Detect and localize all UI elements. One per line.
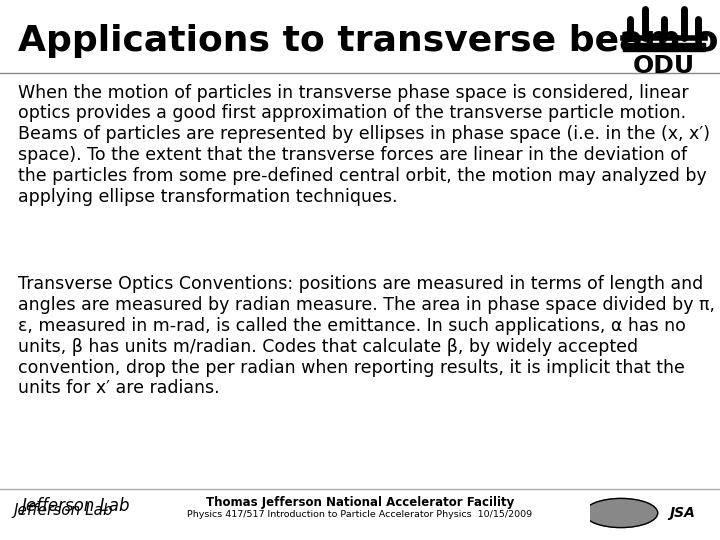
Text: When the motion of particles in transverse phase space is considered, linear opt: When the motion of particles in transver… [18, 84, 710, 206]
Text: Thomas Jefferson National Accelerator Facility: Thomas Jefferson National Accelerator Fa… [206, 496, 514, 509]
Text: Transverse Optics Conventions: positions are measured in terms of length and ang: Transverse Optics Conventions: positions… [18, 275, 715, 397]
Circle shape [585, 498, 658, 528]
Text: JSA: JSA [670, 506, 695, 520]
Text: Jefferson Lab: Jefferson Lab [22, 497, 130, 515]
Text: ODU: ODU [633, 55, 696, 78]
Text: Physics 417/517 Introduction to Particle Accelerator Physics  10/15/2009: Physics 417/517 Introduction to Particle… [187, 510, 533, 519]
Text: Applications to transverse beam optics: Applications to transverse beam optics [18, 24, 720, 58]
Text: Jefferson Lab: Jefferson Lab [14, 503, 113, 518]
